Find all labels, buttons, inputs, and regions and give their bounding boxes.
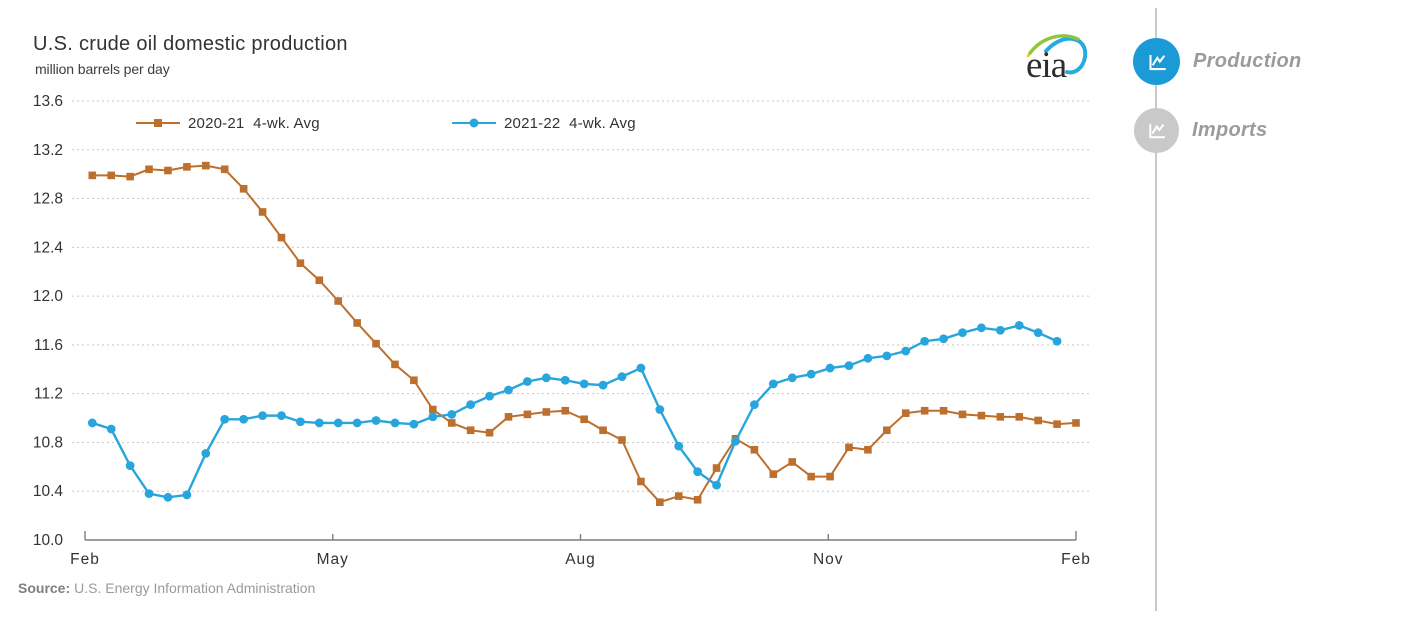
sidebar-item-production[interactable]: Production: [1133, 38, 1302, 85]
line-chart-icon[interactable]: [1133, 38, 1180, 85]
source-attribution: Source: U.S. Energy Information Administr…: [18, 580, 315, 596]
svg-text:Aug: Aug: [565, 551, 596, 568]
svg-text:13.6: 13.6: [33, 93, 63, 110]
eia-logo-arcs: [1026, 34, 1088, 75]
chart-panel: 13.6 13.2 12.8 12.4 12.0 11.6 11.2 10.8 10.4 10.0…: [18, 28, 1094, 596]
svg-text:11.6: 11.6: [34, 337, 63, 354]
series-2020-21-4-wk.-Avg: [88, 161, 1080, 506]
series-2021-22-4-wk.-Avg: [87, 320, 1062, 502]
line-chart-icon[interactable]: [1134, 108, 1179, 153]
eia-logo: eia: [1020, 28, 1094, 88]
source-text: U.S. Energy Information Administration: [74, 580, 316, 596]
legend-line: [452, 118, 496, 128]
circle-marker-icon: [469, 118, 479, 128]
sidebar-item-label[interactable]: Imports: [1192, 119, 1268, 141]
svg-text:May: May: [317, 551, 349, 568]
sidebar-item-imports[interactable]: Imports: [1134, 108, 1267, 153]
svg-text:Nov: Nov: [813, 551, 844, 568]
chart-title: U.S. crude oil domestic production: [33, 33, 348, 55]
svg-text:10.4: 10.4: [33, 483, 64, 500]
square-marker-icon: [154, 119, 162, 127]
legend-line: [136, 119, 180, 127]
source-prefix: Source:: [18, 580, 71, 596]
legend-label: 2020-21 4-wk. Avg: [188, 114, 320, 132]
legend-item-2020-21: 2020-21 4-wk. Avg: [136, 114, 320, 132]
sidebar-divider: [1155, 8, 1157, 611]
chart-canvas: 13.6 13.2 12.8 12.4 12.0 11.6 11.2 10.8 10.4 10.0…: [33, 93, 1092, 568]
svg-text:Feb: Feb: [1061, 551, 1091, 568]
svg-text:13.2: 13.2: [33, 142, 63, 159]
legend-label: 2021-22 4-wk. Avg: [504, 114, 636, 132]
legend-item-2021-22: 2021-22 4-wk. Avg: [452, 114, 636, 132]
svg-text:12.8: 12.8: [33, 191, 63, 208]
eia-logo-text: eia: [1026, 45, 1067, 86]
svg-text:10.8: 10.8: [33, 434, 63, 451]
svg-text:11.2: 11.2: [34, 386, 63, 403]
sidebar-item-label[interactable]: Production: [1193, 50, 1302, 72]
svg-text:12.4: 12.4: [33, 239, 64, 256]
chart-subtitle: million barrels per day: [35, 61, 170, 77]
svg-text:12.0: 12.0: [33, 288, 64, 305]
svg-text:10.0: 10.0: [33, 532, 64, 549]
svg-text:Feb: Feb: [70, 551, 100, 568]
